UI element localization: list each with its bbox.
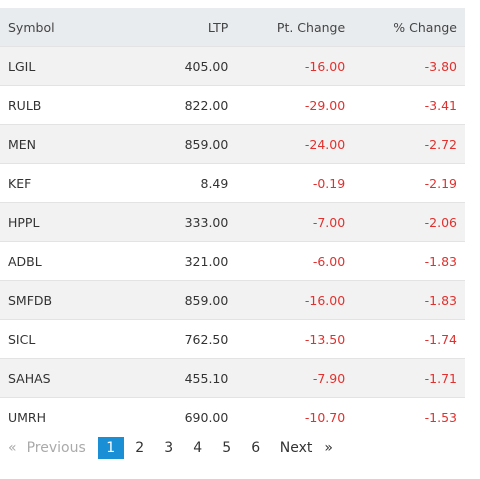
table-cell: 762.50 [93, 319, 237, 359]
table-cell: -6.00 [236, 241, 354, 281]
prev-arrow[interactable]: « [8, 440, 17, 456]
table-cell: SAHAS [0, 358, 94, 398]
table-cell: -2.19 [353, 163, 465, 203]
table-cell: 690.00 [93, 397, 237, 436]
table-row: SAHAS 455.10 -7.90 -1.71 [0, 358, 465, 398]
table-cell: 333.00 [93, 202, 237, 242]
table-cell: SICL [0, 319, 94, 359]
table-row: UMRH 690.00 -10.70 -1.53 [0, 397, 465, 436]
table-cell: KEF [0, 163, 94, 203]
table-cell: -2.72 [353, 124, 465, 164]
prev-button[interactable]: Previous [26, 440, 86, 456]
table-cell: -2.06 [353, 202, 465, 242]
table-cell: ADBL [0, 241, 94, 281]
table-cell: -10.70 [236, 397, 354, 436]
table-cell: -7.90 [236, 358, 354, 398]
table-cell: 822.00 [93, 85, 237, 125]
table-row: MEN 859.00 -24.00 -2.72 [0, 124, 465, 164]
table-body: LGIL 405.00 -16.00 -3.80 RULB 822.00 -29.00 -3.… [0, 46, 465, 436]
pagination: « Previous 1 2 3 4 5 6 Next » [0, 437, 333, 459]
table-cell: -24.00 [236, 124, 354, 164]
table-cell: -3.41 [353, 85, 465, 125]
table-cell: UMRH [0, 397, 94, 436]
table-cell: -3.80 [353, 46, 465, 86]
table-cell: -7.00 [236, 202, 354, 242]
column-header: LTP [93, 8, 237, 47]
table-cell: HPPL [0, 202, 94, 242]
stock-table: Symbol LTP Pt. Change% Change LGIL 405.00 -1… [0, 8, 465, 436]
page-button[interactable]: 6 [251, 440, 261, 456]
table-row: SMFDB 859.00 -16.00 -1.83 [0, 280, 465, 320]
page-button[interactable]: 4 [193, 440, 203, 456]
table-row: LGIL 405.00 -16.00 -3.80 [0, 46, 465, 86]
page-button[interactable]: 2 [135, 440, 145, 456]
table-cell: 859.00 [93, 124, 237, 164]
table-cell: RULB [0, 85, 94, 125]
table-cell: MEN [0, 124, 94, 164]
table-cell: 321.00 [93, 241, 237, 281]
column-header: Symbol [0, 8, 94, 47]
table-cell: -1.53 [353, 397, 465, 436]
header-row: Symbol LTP Pt. Change% Change [0, 8, 465, 47]
table-cell: -1.83 [353, 241, 465, 281]
table-row: HPPL 333.00 -7.00 -2.06 [0, 202, 465, 242]
table-cell: SMFDB [0, 280, 94, 320]
table-cell: 859.00 [93, 280, 237, 320]
table-cell: -0.19 [236, 163, 354, 203]
table-row: RULB 822.00 -29.00 -3.41 [0, 85, 465, 125]
next-arrow[interactable]: » [324, 440, 333, 456]
table-cell: -1.71 [353, 358, 465, 398]
table-row: KEF 8.49 -0.19 -2.19 [0, 163, 465, 203]
page-button[interactable]: 3 [164, 440, 174, 456]
page-button[interactable]: 1 [97, 437, 124, 459]
table-cell: -16.00 [236, 46, 354, 86]
page-button[interactable]: 5 [222, 440, 232, 456]
table-cell: -1.83 [353, 280, 465, 320]
column-header: Pt. Change [236, 8, 354, 47]
table-container: Symbol LTP Pt. Change% Change LGIL 405.00 -1… [0, 8, 465, 436]
table-row: ADBL 321.00 -6.00 -1.83 [0, 241, 465, 281]
table-cell: 455.10 [93, 358, 237, 398]
table-row: SICL 762.50 -13.50 -1.74 [0, 319, 465, 359]
table-cell: -13.50 [236, 319, 354, 359]
table-cell: 8.49 [93, 163, 237, 203]
column-header: % Change [353, 8, 465, 47]
table-cell: -16.00 [236, 280, 354, 320]
next-button[interactable]: Next [279, 440, 313, 456]
table-cell: 405.00 [93, 46, 237, 86]
table-header: Symbol LTP Pt. Change% Change [0, 8, 465, 47]
table-cell: -29.00 [236, 85, 354, 125]
table-cell: LGIL [0, 46, 94, 86]
table-cell: -1.74 [353, 319, 465, 359]
